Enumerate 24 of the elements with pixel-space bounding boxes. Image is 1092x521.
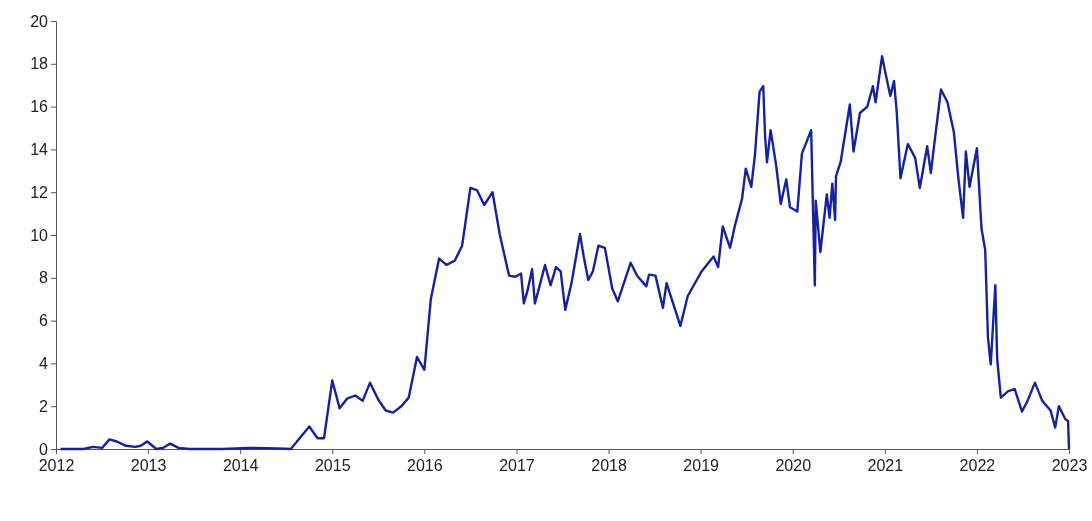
x-tick-label: 2020 bbox=[775, 457, 812, 475]
x-tick-label: 2021 bbox=[867, 457, 904, 475]
y-tick-label: 14 bbox=[30, 141, 49, 159]
y-tick-label: 4 bbox=[39, 355, 49, 373]
line-series bbox=[59, 55, 1071, 451]
y-tick-label: 10 bbox=[30, 226, 49, 244]
y-tick-label: 0 bbox=[39, 440, 49, 458]
y-tick-label: 12 bbox=[30, 183, 49, 201]
y-tick-label: 16 bbox=[30, 98, 49, 116]
x-tick-label: 2013 bbox=[130, 457, 167, 475]
y-tick-label: 8 bbox=[39, 269, 49, 287]
y-tick-label: 20 bbox=[30, 12, 49, 30]
x-tick-label: 2015 bbox=[314, 457, 351, 475]
y-tick-label: 6 bbox=[39, 312, 49, 330]
x-tick-label: 2012 bbox=[38, 457, 75, 475]
x-tick-label: 2022 bbox=[959, 457, 996, 475]
x-tick-label: 2014 bbox=[222, 457, 259, 475]
x-tick-label: 2023 bbox=[1051, 457, 1088, 475]
y-tick-label: 18 bbox=[30, 55, 49, 73]
x-tick-label: 2017 bbox=[499, 457, 535, 475]
x-tick-label: 2016 bbox=[407, 457, 443, 475]
x-tick-label: 2019 bbox=[683, 457, 720, 475]
y-tick-label: 2 bbox=[39, 397, 49, 415]
x-tick-label: 2018 bbox=[591, 457, 627, 475]
